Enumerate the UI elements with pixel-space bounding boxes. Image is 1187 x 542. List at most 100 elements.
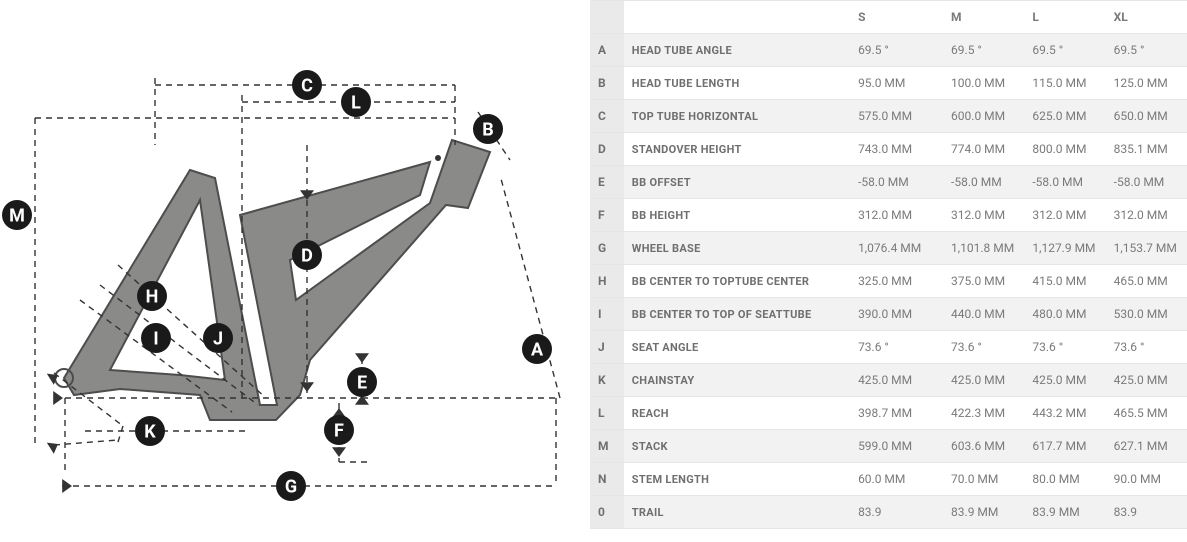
cell-code: L xyxy=(590,397,624,430)
geometry-svg: ABCDEFGHIJKLM xyxy=(0,0,590,538)
table-body: AHEAD TUBE ANGLE69.5 °69.5 °69.5 °69.5 °… xyxy=(590,34,1187,529)
cell-value: 440.0 MM xyxy=(943,298,1024,331)
cell-value: 625.0 MM xyxy=(1024,100,1105,133)
dimension-marker-label: B xyxy=(482,120,494,141)
th-size: M xyxy=(943,1,1024,34)
cell-code: M xyxy=(590,430,624,463)
cell-value: 398.7 MM xyxy=(850,397,943,430)
th-size: S xyxy=(850,1,943,34)
cell-code: I xyxy=(590,298,624,331)
cell-value: 69.5 ° xyxy=(943,34,1024,67)
cell-value: 650.0 MM xyxy=(1106,100,1187,133)
cell-value: 1,101.8 MM xyxy=(943,232,1024,265)
table-row: AHEAD TUBE ANGLE69.5 °69.5 °69.5 °69.5 ° xyxy=(590,34,1187,67)
cell-value: 80.0 MM xyxy=(1024,463,1105,496)
dimension-marker-label: H xyxy=(146,287,159,308)
cell-code: B xyxy=(590,67,624,100)
cell-value: 83.9 MM xyxy=(1024,496,1105,529)
cell-value: 443.2 MM xyxy=(1024,397,1105,430)
cell-value: 312.0 MM xyxy=(1024,199,1105,232)
cell-code: K xyxy=(590,364,624,397)
cell-label: REACH xyxy=(624,397,850,430)
table-row: CTOP TUBE HORIZONTAL575.0 MM600.0 MM625.… xyxy=(590,100,1187,133)
geometry-table-pane: SMLXL AHEAD TUBE ANGLE69.5 °69.5 °69.5 °… xyxy=(590,0,1187,538)
cell-value: 627.1 MM xyxy=(1106,430,1187,463)
table-row: IBB CENTER TO TOP OF SEATTUBE390.0 MM440… xyxy=(590,298,1187,331)
th-size: XL xyxy=(1106,1,1187,34)
table-row: NSTEM LENGTH60.0 MM70.0 MM80.0 MM90.0 MM xyxy=(590,463,1187,496)
table-row: EBB OFFSET-58.0 MM-58.0 MM-58.0 MM-58.0 … xyxy=(590,166,1187,199)
table-row: HBB CENTER TO TOPTUBE CENTER325.0 MM375.… xyxy=(590,265,1187,298)
cell-value: 835.1 MM xyxy=(1106,133,1187,166)
cell-value: 69.5 ° xyxy=(1106,34,1187,67)
cell-value: 125.0 MM xyxy=(1106,67,1187,100)
cell-code: F xyxy=(590,199,624,232)
cell-value: 425.0 MM xyxy=(1106,364,1187,397)
table-row: BHEAD TUBE LENGTH95.0 MM100.0 MM115.0 MM… xyxy=(590,67,1187,100)
cell-code: C xyxy=(590,100,624,133)
cell-value: 425.0 MM xyxy=(850,364,943,397)
cell-value: 774.0 MM xyxy=(943,133,1024,166)
dimension-marker-label: C xyxy=(301,76,313,97)
cell-value: 325.0 MM xyxy=(850,265,943,298)
cell-value: 312.0 MM xyxy=(943,199,1024,232)
geometry-table: SMLXL AHEAD TUBE ANGLE69.5 °69.5 °69.5 °… xyxy=(590,0,1187,529)
cell-label: BB HEIGHT xyxy=(624,199,850,232)
cell-value: 603.6 MM xyxy=(943,430,1024,463)
cell-value: 743.0 MM xyxy=(850,133,943,166)
cell-value: -58.0 MM xyxy=(850,166,943,199)
cell-value: -58.0 MM xyxy=(943,166,1024,199)
cell-label: SEAT ANGLE xyxy=(624,331,850,364)
cell-label: STANDOVER HEIGHT xyxy=(624,133,850,166)
cell-value: 100.0 MM xyxy=(943,67,1024,100)
table-row: JSEAT ANGLE73.6 °73.6 °73.6 °73.6 ° xyxy=(590,331,1187,364)
cell-code: A xyxy=(590,34,624,67)
cell-value: 465.0 MM xyxy=(1106,265,1187,298)
dimension-marker-label: M xyxy=(9,206,25,227)
cell-label: STACK xyxy=(624,430,850,463)
cell-code: J xyxy=(590,331,624,364)
cell-label: BB CENTER TO TOPTUBE CENTER xyxy=(624,265,850,298)
cell-value: 83.9 xyxy=(850,496,943,529)
cell-value: 575.0 MM xyxy=(850,100,943,133)
cell-value: -58.0 MM xyxy=(1106,166,1187,199)
cell-value: 73.6 ° xyxy=(943,331,1024,364)
table-row: FBB HEIGHT312.0 MM312.0 MM312.0 MM312.0 … xyxy=(590,199,1187,232)
cell-value: 617.7 MM xyxy=(1024,430,1105,463)
cell-label: BB OFFSET xyxy=(624,166,850,199)
cell-value: 70.0 MM xyxy=(943,463,1024,496)
cell-value: 60.0 MM xyxy=(850,463,943,496)
th-size: L xyxy=(1024,1,1105,34)
cell-value: 415.0 MM xyxy=(1024,265,1105,298)
cell-code: E xyxy=(590,166,624,199)
cell-value: 480.0 MM xyxy=(1024,298,1105,331)
dimension-marker-label: F xyxy=(334,421,344,442)
table-row: 0TRAIL83.983.9 MM83.9 MM83.9 xyxy=(590,496,1187,529)
dimension-marker-label: D xyxy=(301,246,313,267)
cell-value: 425.0 MM xyxy=(1024,364,1105,397)
cell-value: 375.0 MM xyxy=(943,265,1024,298)
cell-code: G xyxy=(590,232,624,265)
cell-value: 73.6 ° xyxy=(1024,331,1105,364)
cell-value: 83.9 xyxy=(1106,496,1187,529)
th-label xyxy=(624,1,850,34)
table-row: GWHEEL BASE1,076.4 MM1,101.8 MM1,127.9 M… xyxy=(590,232,1187,265)
geometry-diagram: ABCDEFGHIJKLM xyxy=(0,0,590,538)
th-code xyxy=(590,1,624,34)
dimension-marker-label: J xyxy=(213,329,223,350)
cell-value: 800.0 MM xyxy=(1024,133,1105,166)
cell-label: BB CENTER TO TOP OF SEATTUBE xyxy=(624,298,850,331)
cell-code: N xyxy=(590,463,624,496)
cell-value: 1,076.4 MM xyxy=(850,232,943,265)
cell-value: 95.0 MM xyxy=(850,67,943,100)
cell-value: 90.0 MM xyxy=(1106,463,1187,496)
cell-value: 599.0 MM xyxy=(850,430,943,463)
cell-value: 312.0 MM xyxy=(1106,199,1187,232)
cell-value: 73.6 ° xyxy=(1106,331,1187,364)
cell-value: 1,153.7 MM xyxy=(1106,232,1187,265)
cell-value: 600.0 MM xyxy=(943,100,1024,133)
dimension-marker-label: G xyxy=(285,477,297,498)
dimension-marker-label: L xyxy=(351,93,361,114)
table-row: KCHAINSTAY425.0 MM425.0 MM425.0 MM425.0 … xyxy=(590,364,1187,397)
cell-value: 465.5 MM xyxy=(1106,397,1187,430)
